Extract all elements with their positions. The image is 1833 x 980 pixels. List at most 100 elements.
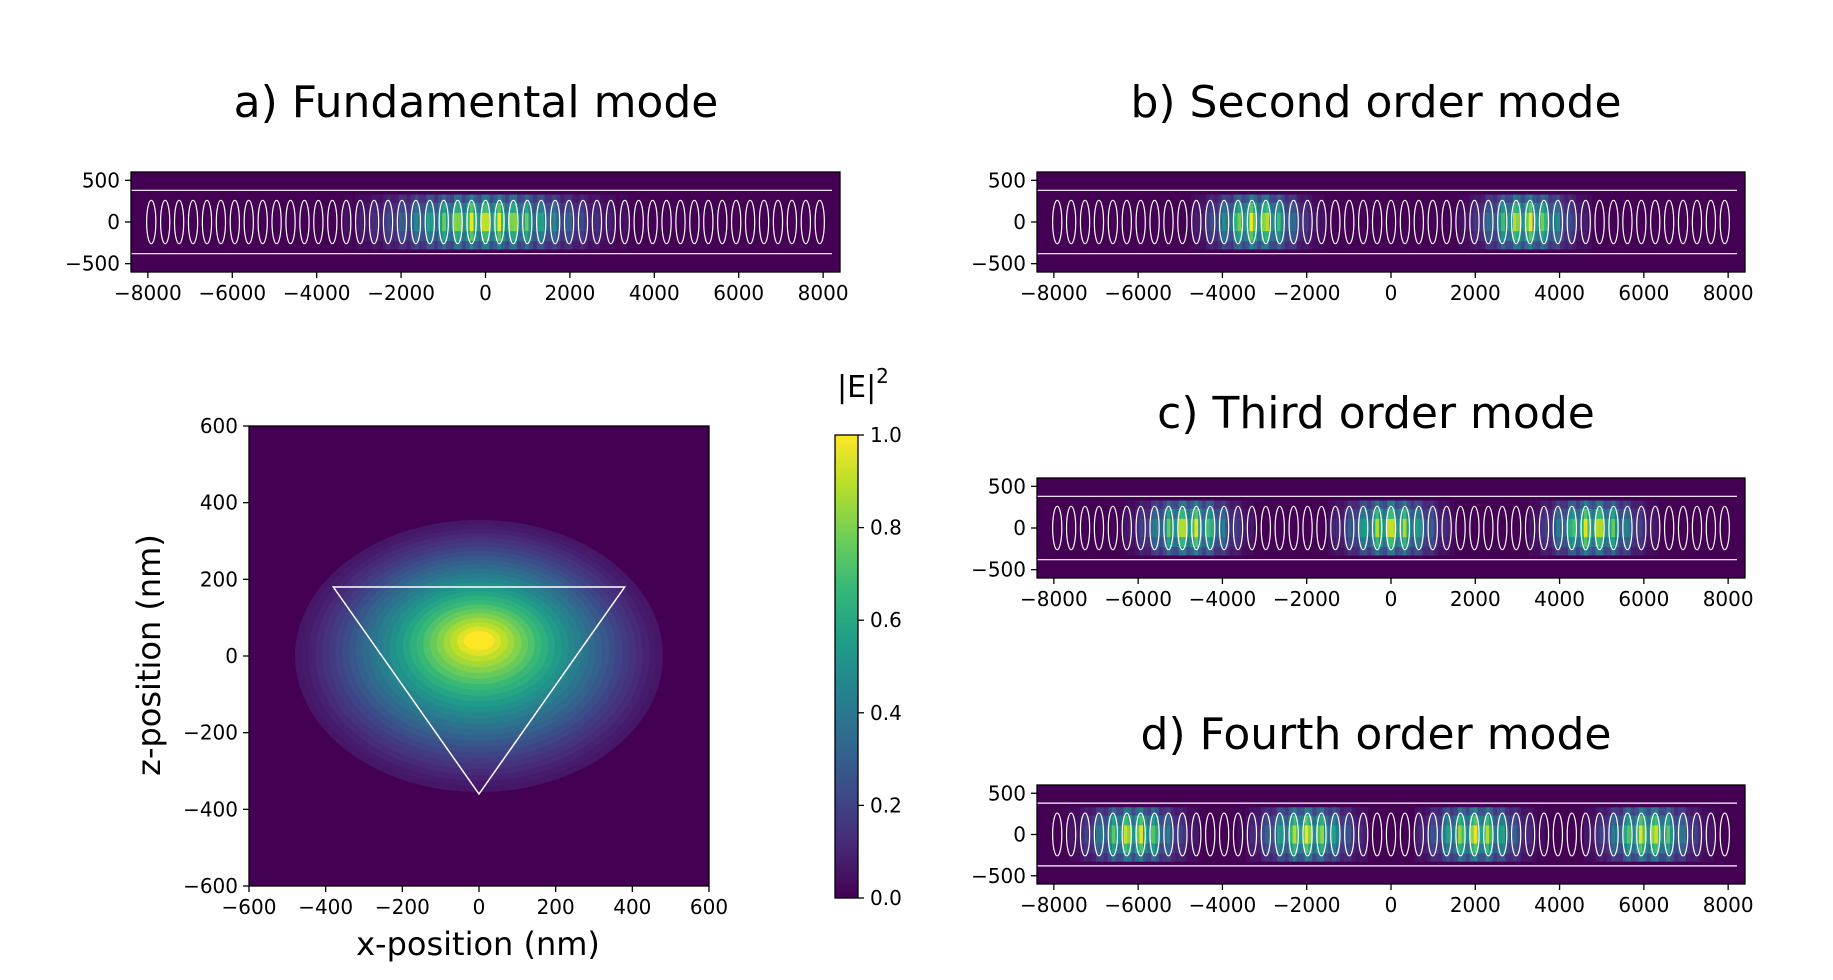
hole-ellipse (1510, 505, 1522, 551)
field-slice (1206, 518, 1211, 538)
hole-ellipse (1246, 505, 1258, 551)
field-slice (1237, 518, 1243, 538)
field-slice (1501, 212, 1506, 232)
y-tick-label: 200 (200, 567, 238, 591)
hole-ellipse (703, 199, 714, 245)
field-slice (1642, 825, 1648, 844)
hole-ellipse (1205, 199, 1216, 245)
field-slice (1583, 518, 1589, 538)
hole-ellipse (466, 199, 477, 245)
field-slice (583, 212, 589, 232)
x-tick-label: −4000 (1189, 893, 1257, 917)
y-tick-label: 0 (1013, 516, 1026, 540)
hole-ellipse (1163, 505, 1174, 551)
field-slice (1623, 518, 1628, 538)
hole-ellipse (201, 199, 213, 245)
hole-ellipse (1566, 199, 1577, 245)
hole-ellipse (1566, 812, 1577, 857)
panel-d-title: d) Fourth order mode (1141, 709, 1612, 760)
field-slice (1611, 825, 1616, 844)
field-slice (1442, 518, 1447, 538)
hole-ellipse (1107, 199, 1119, 245)
x-tick-label: −600 (222, 895, 277, 919)
hole-ellipse (1260, 812, 1272, 857)
hole-ellipse (1650, 199, 1661, 245)
field-slice (1627, 518, 1632, 538)
hole-ellipse (1455, 812, 1466, 857)
field-slice (1233, 212, 1239, 232)
field-slice (1225, 212, 1231, 232)
hole-ellipse (1149, 505, 1160, 551)
field-slice (1210, 212, 1215, 232)
field-slice (1068, 825, 1073, 844)
hole-ellipse (1357, 812, 1369, 857)
x-tick-label: 8000 (1703, 587, 1754, 611)
field-slice (1575, 518, 1581, 538)
field-slice (1332, 825, 1337, 844)
hole-ellipse (549, 199, 561, 245)
field-slice (1646, 518, 1652, 538)
field-slice (402, 212, 408, 232)
field-slice (1654, 825, 1660, 844)
field-slice (1516, 825, 1522, 844)
field-slice (1383, 518, 1388, 538)
field-slice (1131, 825, 1136, 844)
hole-ellipse (1705, 199, 1717, 245)
hole-ellipse (1483, 199, 1494, 245)
hole-ellipse (1469, 505, 1480, 551)
field-slice (1595, 825, 1601, 844)
field-intensity (295, 519, 663, 793)
field-slice (1288, 825, 1294, 844)
hole-ellipse (1135, 199, 1146, 245)
field-slice (1135, 518, 1140, 538)
x-tick-label: 6000 (1618, 587, 1669, 611)
panel-third-order-mode: c) Third order mode −8000 −6000 −4000 −2000… (971, 388, 1754, 611)
field-slice (1304, 825, 1309, 844)
field-slice (1202, 212, 1207, 232)
x-tick-label: 0 (1385, 587, 1398, 611)
hole-ellipse (1455, 505, 1466, 551)
field-slice (1544, 212, 1549, 232)
field-slice (1552, 212, 1557, 232)
hole-ellipse (1344, 505, 1355, 551)
hole-ellipse (1594, 199, 1605, 245)
hole-ellipse (368, 199, 380, 245)
field-slice (1261, 212, 1266, 232)
hole-ellipse (1483, 505, 1494, 551)
field-slice (532, 212, 538, 232)
field-slice (1457, 212, 1463, 232)
x-tick-label: 2000 (1450, 587, 1501, 611)
field-slice (1414, 825, 1420, 844)
field-slice (1296, 212, 1302, 232)
hole-ellipse (285, 199, 296, 245)
y-tick-label: −600 (183, 874, 238, 898)
hole-ellipse (1413, 812, 1425, 857)
x-tick-label: 4000 (629, 281, 680, 305)
field-slice (347, 212, 353, 232)
x-tick-label: −6000 (198, 281, 266, 305)
hole-ellipse (605, 199, 617, 245)
colorbar-tick-label: 0.6 (870, 608, 902, 632)
field-slice (1571, 518, 1577, 538)
hole-ellipse (354, 199, 366, 245)
field-slice (1284, 825, 1290, 844)
field-slice (1461, 825, 1467, 844)
field-slice (390, 212, 396, 232)
field-slice (359, 212, 364, 232)
field-slice (1131, 518, 1136, 538)
field-slice (1548, 518, 1553, 538)
hole-ellipse (327, 199, 338, 245)
field-slice (465, 212, 471, 232)
hole-ellipse (1149, 812, 1160, 857)
hole-ellipse (341, 199, 352, 245)
field-slice (560, 212, 565, 232)
field-slice (375, 212, 380, 232)
hole-ellipse (1344, 812, 1355, 857)
y-tick-label: −200 (183, 721, 238, 745)
hole-ellipse (1246, 812, 1258, 857)
field-slice (619, 212, 624, 232)
hole-ellipse (1663, 812, 1675, 857)
field-slice (1579, 518, 1585, 538)
hole-ellipse (1441, 505, 1452, 551)
x-tick-label: 0 (1385, 893, 1398, 917)
